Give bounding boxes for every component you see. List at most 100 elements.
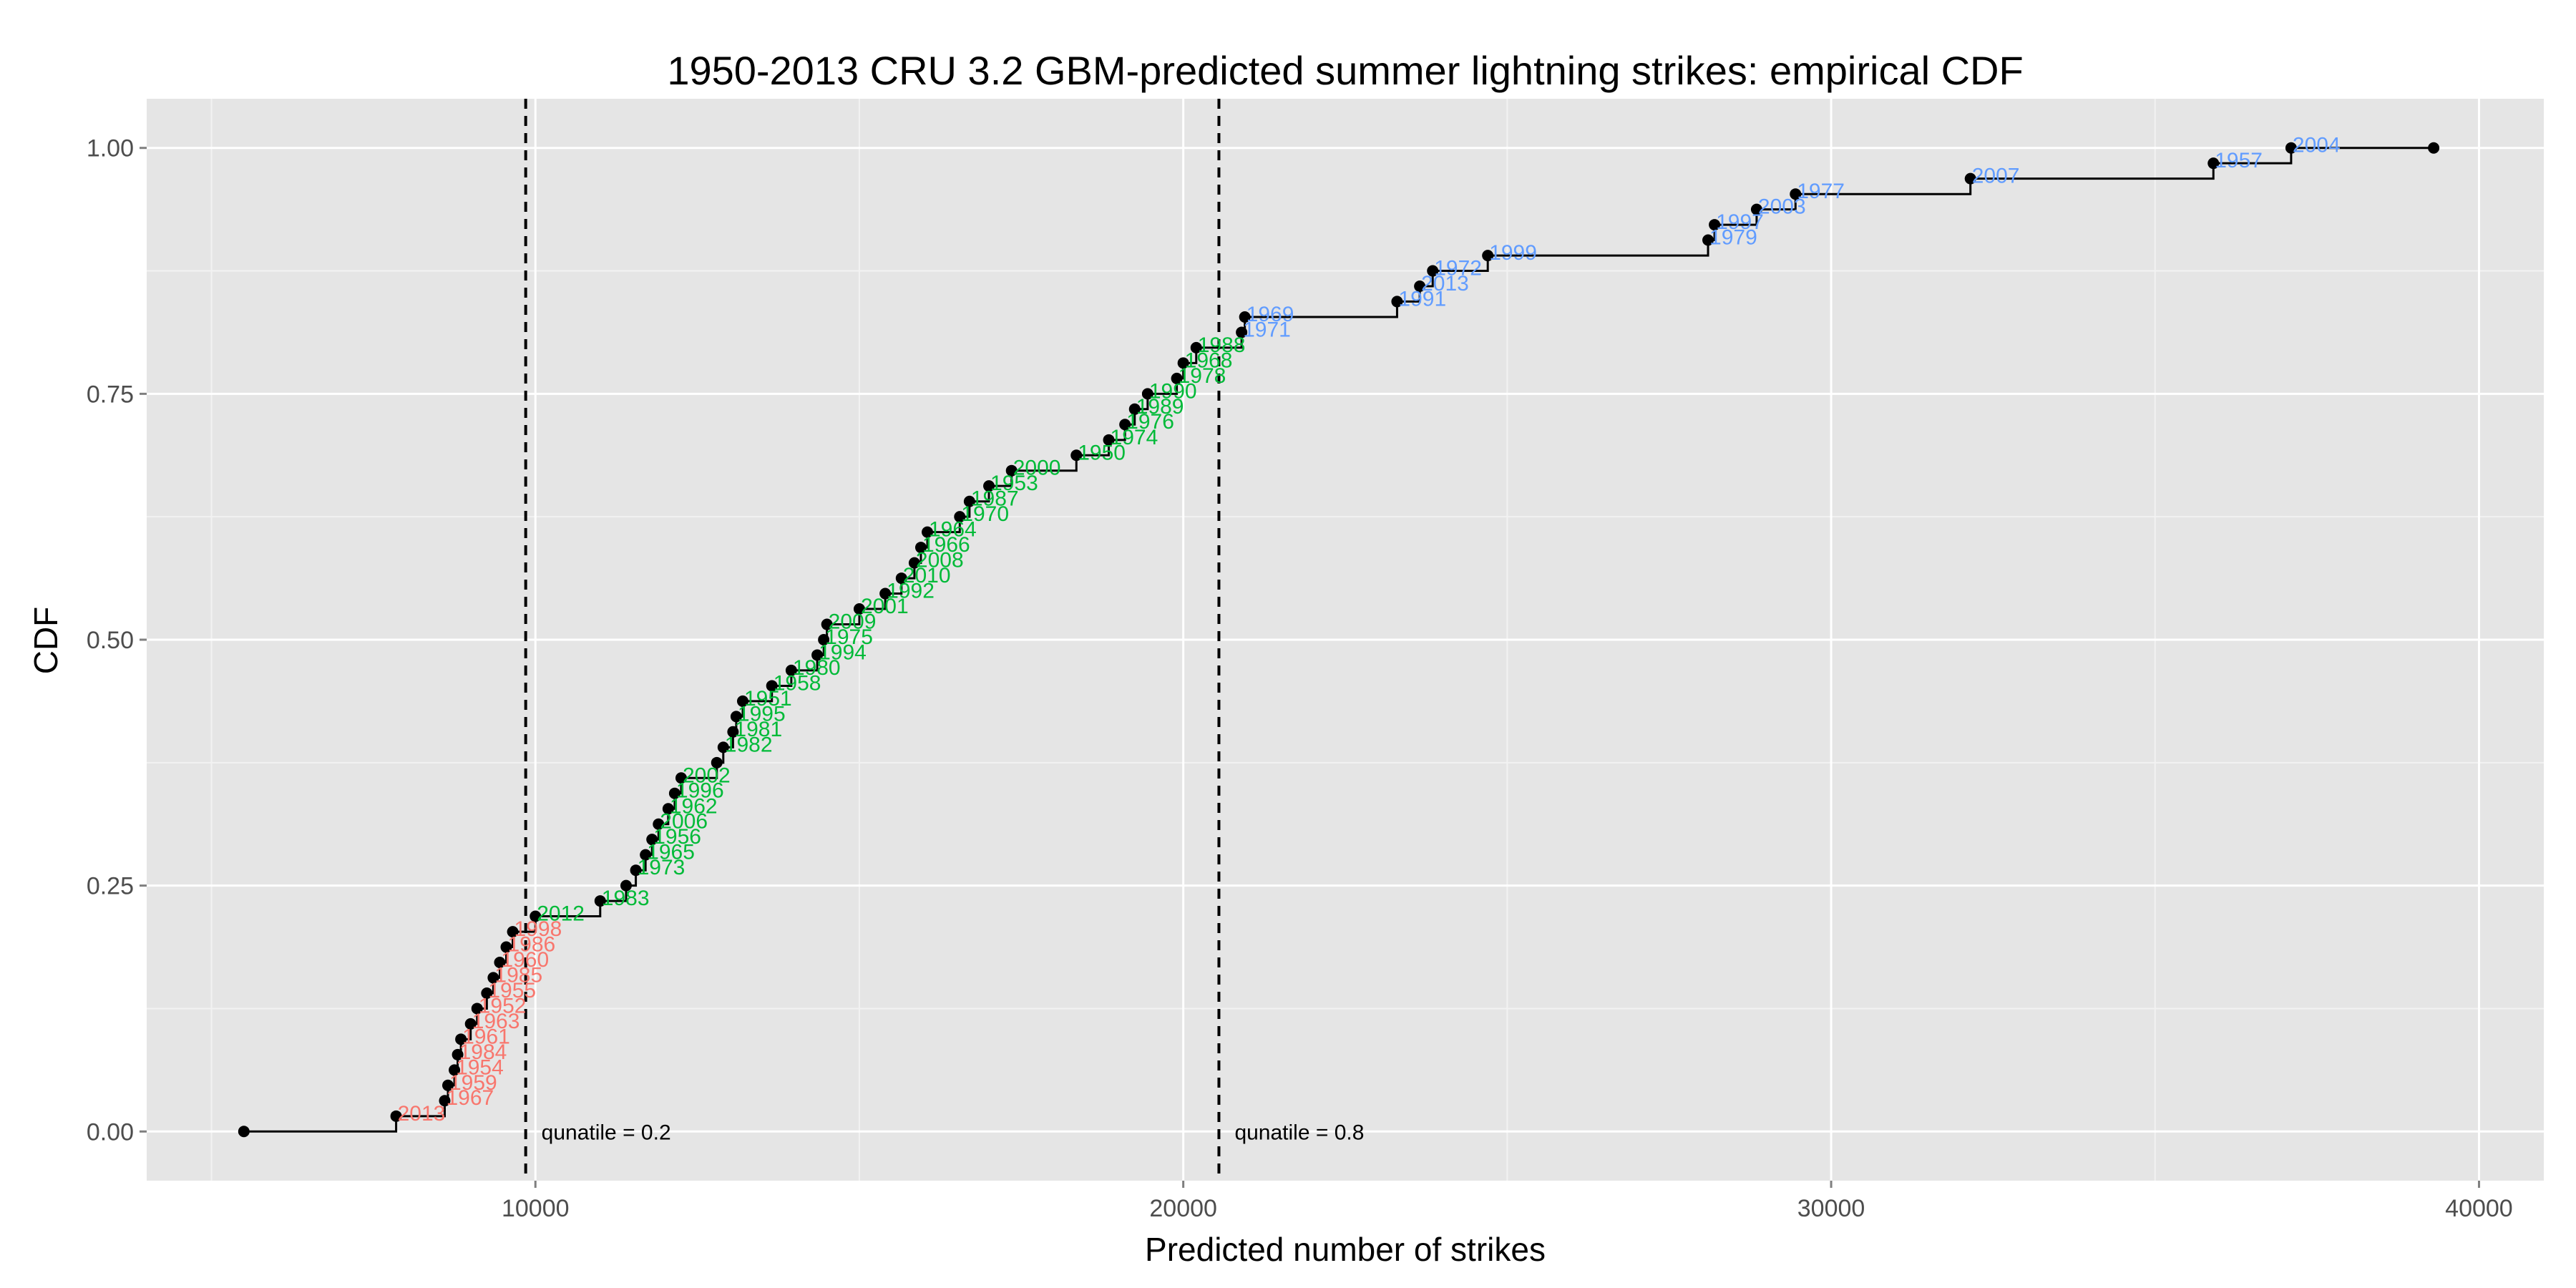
year-label: 1990 (1149, 379, 1197, 403)
year-label: 1966 (922, 533, 970, 557)
data-point (1790, 188, 1802, 200)
y-tick-label: 0.25 (87, 873, 134, 900)
year-label: 1976 (1126, 410, 1174, 434)
data-point (983, 480, 995, 492)
year-label: 1958 (774, 671, 821, 695)
data-point (471, 1002, 483, 1015)
year-label: 1955 (488, 979, 536, 1002)
year-label: 1984 (459, 1040, 507, 1064)
year-label: 1974 (1111, 426, 1158, 449)
data-point (1236, 326, 1248, 338)
year-label: 2006 (660, 810, 708, 834)
data-point (1964, 172, 1976, 185)
year-label: 1970 (961, 502, 1009, 526)
data-point (1427, 265, 1439, 277)
year-label: 1959 (449, 1071, 497, 1095)
data-point (1141, 388, 1153, 400)
data-point (821, 618, 833, 630)
year-label: 1977 (1797, 180, 1845, 203)
data-point (2207, 157, 2220, 170)
year-label: 2007 (1972, 165, 2020, 188)
data-point (879, 587, 892, 600)
data-point (727, 726, 739, 738)
data-point (594, 895, 606, 907)
quantile-label: qunatile = 0.2 (542, 1121, 671, 1144)
data-point (1119, 419, 1131, 431)
data-point (1005, 464, 1018, 477)
data-point (500, 941, 512, 953)
data-point (1103, 434, 1115, 446)
x-tick-label: 30000 (1797, 1195, 1865, 1222)
year-label: 2013 (1421, 272, 1469, 296)
data-point (730, 711, 742, 723)
data-point (818, 634, 830, 645)
data-point (785, 664, 797, 676)
data-point (963, 495, 975, 507)
year-label: 1983 (602, 887, 650, 910)
data-point (736, 695, 748, 707)
y-tick-label: 0.50 (87, 627, 134, 654)
year-label: 1965 (647, 841, 695, 864)
year-label: 1969 (1246, 303, 1294, 326)
year-label: 1971 (1243, 318, 1291, 341)
x-axis-title: Predicted number of strikes (1145, 1231, 1546, 1268)
y-tick-label: 0.00 (87, 1118, 134, 1146)
year-label: 1956 (653, 825, 701, 849)
chart-title: 1950-2013 CRU 3.2 GBM-predicted summer l… (667, 48, 2023, 93)
data-point (914, 542, 927, 554)
data-point (452, 1048, 464, 1060)
year-label: 2000 (1013, 457, 1061, 480)
data-point (1750, 203, 1762, 215)
year-label: 1994 (819, 640, 867, 664)
data-point (2285, 142, 2297, 154)
data-point (1482, 250, 1494, 262)
y-tick-label: 1.00 (87, 135, 134, 162)
year-label: 1950 (1078, 441, 1126, 464)
x-tick-label: 20000 (1149, 1195, 1217, 1222)
data-point (238, 1126, 250, 1138)
year-label: 1978 (1179, 364, 1226, 388)
data-point (662, 803, 674, 815)
data-point (711, 756, 723, 769)
data-point (1709, 219, 1721, 231)
data-point (487, 972, 499, 984)
year-label: 1998 (514, 917, 562, 941)
quantile-lines: qunatile = 0.2 qunatile = 0.8 (524, 99, 1364, 1181)
year-label: 1980 (793, 656, 841, 680)
year-label: 1973 (638, 856, 686, 879)
data-point (1171, 372, 1183, 384)
data-point (1414, 280, 1426, 292)
data-point (1177, 357, 1189, 369)
data-point (895, 572, 907, 585)
year-label: 2001 (861, 595, 909, 618)
year-labels: 2013196719591954198419611963195219551985… (398, 134, 2341, 1126)
year-label: 1951 (744, 687, 792, 711)
data-point (390, 1110, 402, 1122)
data-point (494, 956, 506, 968)
year-label: 1992 (887, 580, 935, 603)
year-label: 2008 (916, 549, 964, 572)
year-label: 1962 (670, 794, 718, 818)
year-label: 2004 (2293, 134, 2341, 157)
year-label: 1988 (1198, 333, 1246, 357)
data-point (668, 787, 680, 799)
year-label: 1961 (462, 1025, 510, 1048)
year-label: 1997 (1716, 210, 1764, 234)
data-point (1070, 449, 1083, 462)
year-label: 1982 (725, 733, 773, 756)
data-point (1391, 296, 1403, 308)
year-label: 1972 (1434, 257, 1482, 280)
axis-ticks: 10000 20000 30000 40000 0.00 0.25 0.50 0.75 1.00 (87, 135, 2513, 1222)
major-gridlines (147, 99, 2544, 1181)
data-point (717, 741, 729, 753)
year-label: 1999 (1489, 241, 1537, 265)
x-tick-label: 10000 (502, 1195, 570, 1222)
year-label: 1952 (479, 994, 527, 1018)
data-point (646, 834, 658, 846)
year-label: 2002 (683, 763, 731, 787)
year-label: 1954 (456, 1055, 504, 1079)
year-label: 1985 (494, 963, 542, 987)
year-label: 2003 (1758, 195, 1806, 219)
data-point (2428, 142, 2440, 154)
